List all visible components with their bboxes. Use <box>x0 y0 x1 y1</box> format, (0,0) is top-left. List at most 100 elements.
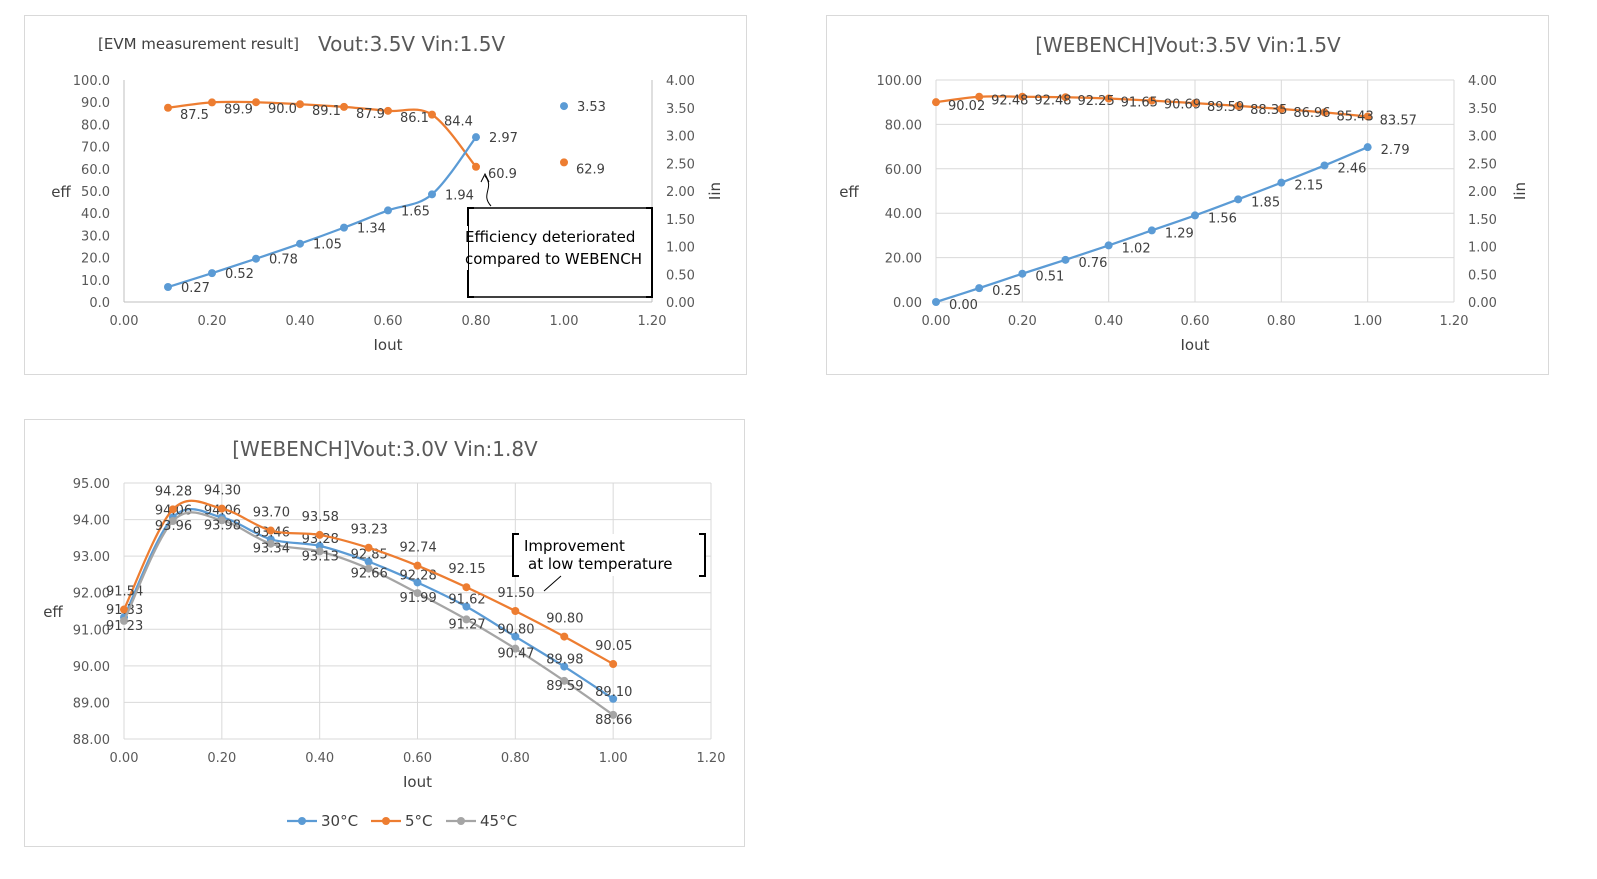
data-point <box>1320 108 1329 117</box>
data-label: 90.05 <box>595 639 632 654</box>
annotation-bracket-left <box>512 533 519 577</box>
y2-tick-label: 2.00 <box>1468 185 1497 200</box>
data-label: 0.27 <box>181 281 210 296</box>
data-label: 86.1 <box>400 111 429 126</box>
data-label: 62.9 <box>576 162 605 177</box>
y-axis-title: eff <box>839 183 859 201</box>
legend-label: 5°C <box>405 812 433 830</box>
chart-title-prefix: [EVM measurement result] <box>98 35 299 53</box>
annotation-gap <box>462 226 468 270</box>
data-label: 93.23 <box>351 523 388 538</box>
y-tick-label: 40.0 <box>81 207 110 222</box>
data-label: 86.96 <box>1293 106 1330 121</box>
y-tick-label: 20.00 <box>885 252 922 267</box>
data-point <box>511 607 520 615</box>
data-label: 0.76 <box>1079 256 1108 271</box>
x-tick-label: 0.20 <box>1008 314 1037 329</box>
data-label: 89.10 <box>595 685 632 700</box>
data-label: 90.0 <box>268 102 297 117</box>
data-point <box>315 530 324 539</box>
data-label: 1.65 <box>401 204 430 219</box>
annotation-box <box>468 208 652 297</box>
data-point <box>384 206 392 215</box>
data-point <box>932 298 940 306</box>
x-axis-title: Iout <box>1181 336 1210 354</box>
x-tick-label: 1.00 <box>550 314 579 329</box>
data-label: 87.5 <box>180 108 209 123</box>
annotation-pointer <box>484 175 492 207</box>
data-label: 89.1 <box>312 104 341 119</box>
chart-title: [WEBENCH]Vout:3.0V Vin:1.8V <box>232 437 538 461</box>
data-label: 92.48 <box>991 94 1028 109</box>
y-tick-label: 10.0 <box>81 274 110 289</box>
y-tick-label: 60.0 <box>81 163 110 178</box>
annotation-pointer-head <box>480 172 490 183</box>
data-point <box>296 100 304 109</box>
x-tick-label: 1.20 <box>697 751 726 766</box>
y-tick-label: 50.0 <box>81 185 110 200</box>
chart-panel-webench-35: 0.00 0.20 0.40 0.60 0.80 1.00 1.20 0.00 20.00 40.… <box>826 15 1549 375</box>
x-tick-label: 0.00 <box>922 314 951 329</box>
data-point <box>208 98 216 107</box>
data-label: 1.56 <box>1208 211 1237 226</box>
legend-label: 30°C <box>321 812 358 830</box>
data-label: 91.27 <box>448 617 485 632</box>
data-point <box>560 158 568 167</box>
data-label: 0.78 <box>269 253 298 268</box>
x-tick-label: 0.60 <box>403 751 432 766</box>
y2-tick-label: 0.50 <box>666 268 695 283</box>
data-label: 0.25 <box>992 284 1021 299</box>
data-label: 93.98 <box>204 518 241 533</box>
y-tick-label: 95.00 <box>73 477 110 492</box>
annotation-text-line2: at low temperature <box>528 555 673 573</box>
y2-tick-label: 4.00 <box>1468 74 1497 89</box>
annotation-box <box>513 534 705 576</box>
y2-tick-label: 3.00 <box>1468 130 1497 145</box>
y-tick-label: 93.00 <box>73 550 110 565</box>
data-point <box>1277 178 1286 187</box>
data-point <box>252 254 260 263</box>
y2-tick-label: 2.50 <box>1468 157 1497 172</box>
data-label: 92.15 <box>448 562 485 577</box>
chart-title: [WEBENCH]Vout:3.5V Vin:1.5V <box>1035 33 1341 57</box>
data-point <box>364 543 373 552</box>
data-point <box>1104 94 1113 103</box>
data-label: 92.48 <box>1034 94 1071 109</box>
data-label: 90.47 <box>497 647 534 662</box>
data-point <box>1147 226 1156 235</box>
x-tick-label: 1.00 <box>599 751 628 766</box>
data-point <box>560 632 569 641</box>
data-point <box>120 616 128 625</box>
data-label: 1.85 <box>1251 195 1280 210</box>
data-point <box>428 190 436 199</box>
data-point <box>1191 99 1199 108</box>
y2-tick-label: 1.00 <box>1468 241 1497 256</box>
chart-evm-svg: 0.00 0.20 0.40 0.60 0.80 1.00 1.20 0.0 10.0 20.0 3… <box>51 32 724 354</box>
data-label: 93.28 <box>302 532 339 547</box>
y-tick-label: 91.00 <box>73 623 110 638</box>
annotation-pointer <box>543 575 562 592</box>
y-tick-label: 0.00 <box>893 296 922 311</box>
y-axis-title: eff <box>43 603 63 621</box>
y2-tick-label: 1.00 <box>666 241 695 256</box>
y2-tick-label: 2.00 <box>666 185 695 200</box>
x-axis-title: Iout <box>374 336 403 354</box>
y2-tick-label: 2.50 <box>666 157 695 172</box>
data-point <box>932 98 940 107</box>
data-label: 88.66 <box>595 713 632 728</box>
data-point <box>120 605 128 614</box>
data-point <box>266 526 275 535</box>
data-label: 89.59 <box>1207 100 1244 115</box>
legend-marker <box>382 817 390 825</box>
data-label: 0.00 <box>949 298 978 313</box>
data-point <box>364 564 373 573</box>
data-label: 2.79 <box>1381 143 1410 158</box>
data-point <box>340 223 348 232</box>
data-point <box>296 239 304 248</box>
x-tick-label: 0.20 <box>207 751 236 766</box>
y-tick-label: 100.0 <box>73 74 110 89</box>
x-tick-label: 0.20 <box>198 314 227 329</box>
data-point <box>340 102 348 111</box>
data-point <box>462 615 471 624</box>
data-label: 93.13 <box>302 549 339 564</box>
